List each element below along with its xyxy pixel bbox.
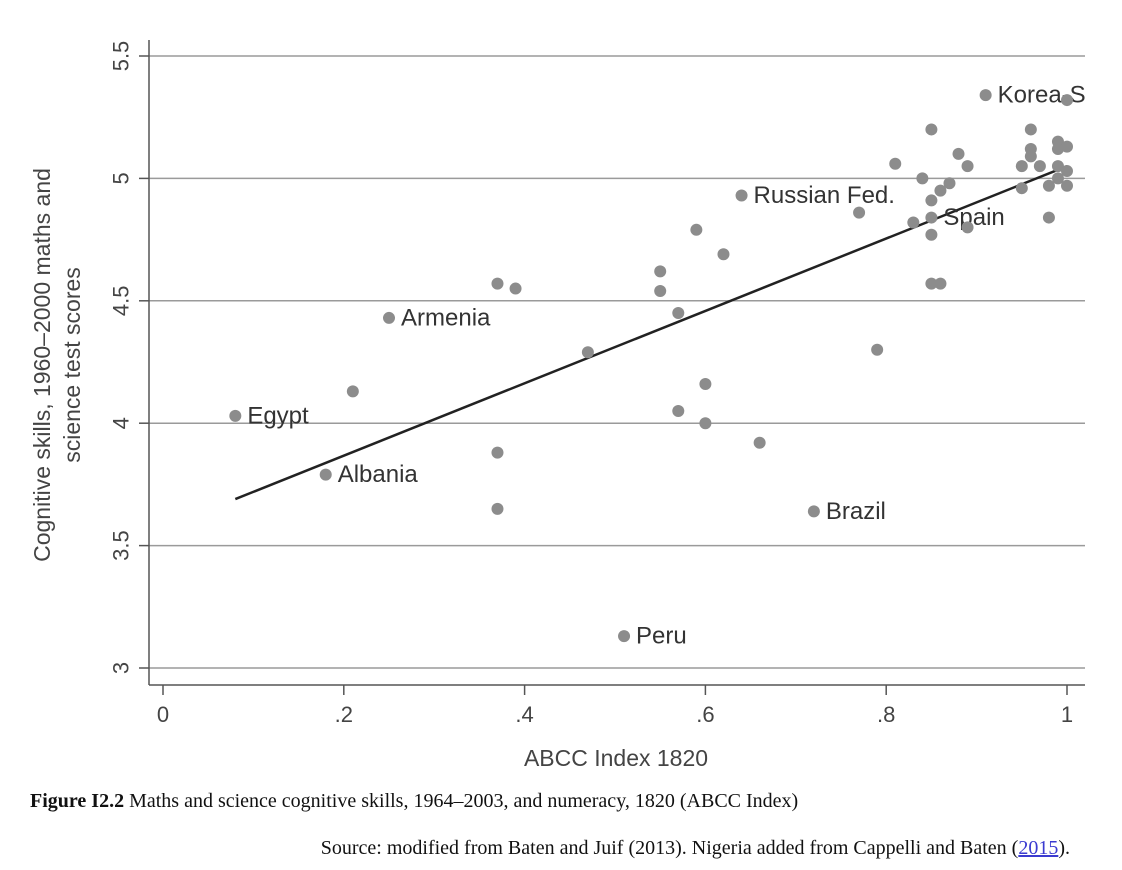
data-point	[699, 378, 712, 391]
data-point	[1042, 211, 1055, 224]
data-point	[1051, 143, 1064, 156]
x-tick-label: .2	[335, 702, 353, 727]
data-point	[1015, 182, 1028, 195]
data-point	[1051, 160, 1064, 173]
point-label: Egypt	[247, 402, 309, 429]
data-point	[925, 228, 938, 241]
data-point	[717, 248, 730, 261]
data-point	[934, 184, 947, 197]
x-axis-title: ABCC Index 1820	[524, 745, 708, 771]
data-point	[319, 468, 332, 481]
data-point	[952, 147, 965, 160]
x-tick-label: 0	[157, 702, 169, 727]
data-point	[943, 177, 956, 190]
point-label: Russian Fed.	[754, 182, 895, 209]
data-point	[491, 446, 504, 459]
y-tick-label: 5	[109, 172, 134, 184]
x-tick-label: .6	[696, 702, 714, 727]
figure-caption: Figure I2.2 Maths and science cognitive …	[30, 790, 798, 813]
data-point	[346, 385, 359, 398]
data-point	[925, 277, 938, 290]
data-point	[753, 436, 766, 449]
data-point	[871, 343, 884, 356]
point-label: Brazil	[826, 498, 886, 525]
y-tick-label: 5.5	[109, 41, 134, 72]
data-point	[581, 346, 594, 359]
data-point	[916, 172, 929, 185]
data-point	[961, 160, 974, 173]
data-point	[383, 311, 395, 324]
x-tick-label: .4	[515, 702, 533, 727]
data-point	[1042, 179, 1055, 192]
data-point	[1061, 94, 1073, 107]
data-point	[889, 157, 902, 170]
y-axis-title-line-2: science test scores	[59, 267, 85, 463]
data-point	[934, 277, 947, 290]
source-link[interactable]: 2015	[1018, 837, 1059, 859]
data-point	[925, 194, 938, 207]
y-tick-label: 4.5	[109, 286, 134, 317]
data-point	[853, 206, 866, 219]
y-axis-title-line-1: Cognitive skills, 1960–2000 maths and	[29, 168, 55, 562]
point-label: Albania	[338, 461, 419, 488]
data-point	[961, 221, 974, 234]
data-point	[491, 277, 504, 290]
data-point	[690, 223, 703, 236]
data-point	[1024, 150, 1037, 163]
point-label: Armenia	[401, 304, 491, 331]
data-point	[672, 307, 685, 320]
data-point	[807, 505, 820, 518]
point-label: Peru	[636, 623, 687, 650]
data-point	[979, 89, 992, 102]
chart-svg: 3 3.5 4 4.5 5 5.5 0 .2 .4 .6 .8 1 ABCC Index 1820 Cog…	[29, 40, 1086, 771]
scatter-chart: 3 3.5 4 4.5 5 5.5 0 .2 .4 .6 .8 1 ABCC Index 1820 Cog…	[25, 30, 1097, 782]
y-tick-label: 3.5	[109, 530, 134, 561]
data-point	[491, 502, 504, 515]
data-point	[654, 265, 667, 278]
point-label: Korea-S	[998, 82, 1086, 109]
data-point	[618, 630, 631, 643]
point-label: Spain	[943, 204, 1004, 231]
data-point	[925, 211, 938, 224]
figure-label: Figure I2.2	[30, 790, 125, 812]
data-point	[1061, 179, 1073, 192]
figure-caption-text: Maths and science cognitive skills, 1964…	[124, 790, 799, 812]
x-tick-label: 1	[1061, 702, 1073, 727]
data-point	[1051, 172, 1064, 185]
source-suffix: ).	[1058, 837, 1070, 859]
y-tick-label: 4	[109, 417, 134, 429]
data-point	[672, 404, 685, 417]
data-point	[907, 216, 920, 229]
data-point	[1033, 160, 1046, 173]
data-point	[1061, 165, 1073, 178]
data-point	[654, 285, 667, 298]
data-point	[925, 123, 938, 136]
data-point	[229, 409, 242, 422]
data-point	[509, 282, 522, 295]
data-point	[1061, 140, 1073, 153]
data-point	[699, 417, 712, 430]
x-tick-label: .8	[877, 702, 895, 727]
data-point	[1015, 160, 1028, 173]
regression-line	[234, 164, 1068, 501]
source-note: Source: modified from Baten and Juif (20…	[321, 837, 1070, 860]
data-point	[735, 189, 748, 202]
y-tick-label: 3	[109, 662, 134, 674]
source-text: Source: modified from Baten and Juif (20…	[320, 837, 1019, 859]
data-point	[1024, 123, 1037, 136]
